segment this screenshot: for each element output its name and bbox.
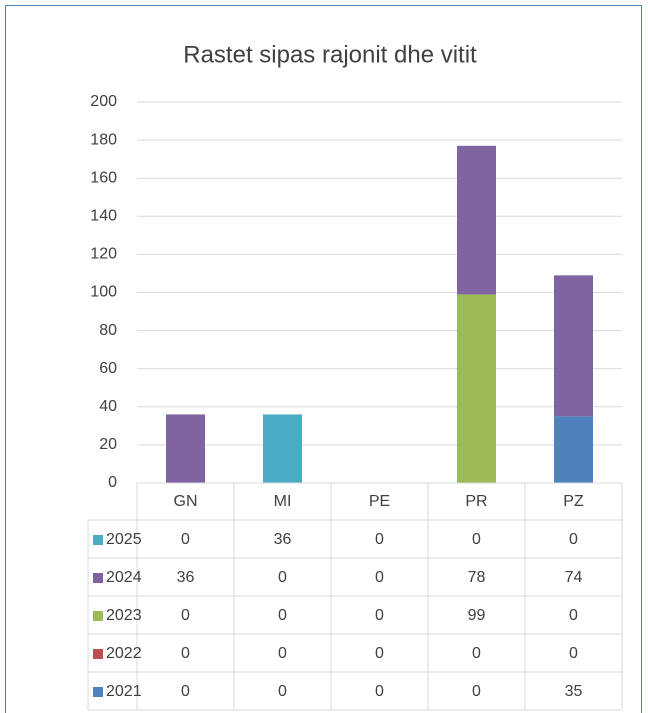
bar-segment: [166, 414, 205, 483]
y-tick-label: 80: [99, 322, 117, 339]
table-cell: 0: [278, 645, 287, 662]
table-cell: 74: [565, 569, 583, 586]
table-cell: 0: [375, 607, 384, 624]
legend-swatch: [93, 649, 103, 659]
table-cell: 0: [375, 569, 384, 586]
table-cell: 0: [472, 683, 481, 700]
chart-frame: [5, 5, 642, 713]
x-tick-label: PZ: [563, 493, 584, 510]
table-cell: 0: [181, 531, 190, 548]
y-tick-label: 160: [90, 169, 117, 186]
y-tick-label: 200: [90, 93, 117, 110]
y-tick-label: 20: [99, 436, 117, 453]
table-cell: 0: [181, 683, 190, 700]
legend-label: 2021: [106, 683, 142, 700]
table-cell: 0: [569, 531, 578, 548]
legend-label: 2025: [106, 531, 142, 548]
table-cell: 78: [468, 569, 486, 586]
table-cell: 0: [569, 607, 578, 624]
y-tick-label: 120: [90, 246, 117, 263]
table-cell: 0: [472, 531, 481, 548]
table-cell: 0: [278, 607, 287, 624]
x-tick-label: GN: [174, 493, 198, 510]
y-tick-label: 40: [99, 398, 117, 415]
table-cell: 35: [565, 683, 583, 700]
table-cell: 0: [472, 645, 481, 662]
chart-title: Rastet sipas rajonit dhe vitit: [183, 41, 477, 68]
bar-segment: [457, 145, 496, 295]
table-cell: 0: [278, 683, 287, 700]
table-cell: 0: [375, 683, 384, 700]
table-cell: 99: [468, 607, 486, 624]
table-cell: 0: [181, 607, 190, 624]
x-tick-label: PE: [369, 493, 390, 510]
y-tick-label: 60: [99, 360, 117, 377]
legend-swatch: [93, 687, 103, 697]
bar-segment: [554, 275, 593, 417]
x-tick-label: MI: [274, 493, 292, 510]
table-cell: 0: [278, 569, 287, 586]
bar-segment: [554, 416, 593, 483]
y-tick-label: 0: [108, 474, 117, 491]
y-tick-label: 100: [90, 284, 117, 301]
x-tick-label: PR: [465, 493, 487, 510]
y-tick-label: 180: [90, 131, 117, 148]
legend-swatch: [93, 611, 103, 621]
table-cell: 36: [177, 569, 195, 586]
table-cell: 0: [375, 645, 384, 662]
bar-segment: [457, 294, 496, 483]
table-cell: 0: [375, 531, 384, 548]
legend-label: 2022: [106, 645, 142, 662]
table-cell: 0: [181, 645, 190, 662]
table-cell: 36: [274, 531, 292, 548]
legend-label: 2024: [106, 569, 142, 586]
table-cell: 0: [569, 645, 578, 662]
legend-swatch: [93, 535, 103, 545]
bar-segment: [263, 414, 302, 483]
y-tick-label: 140: [90, 208, 117, 225]
legend-swatch: [93, 573, 103, 583]
legend-label: 2023: [106, 607, 142, 624]
